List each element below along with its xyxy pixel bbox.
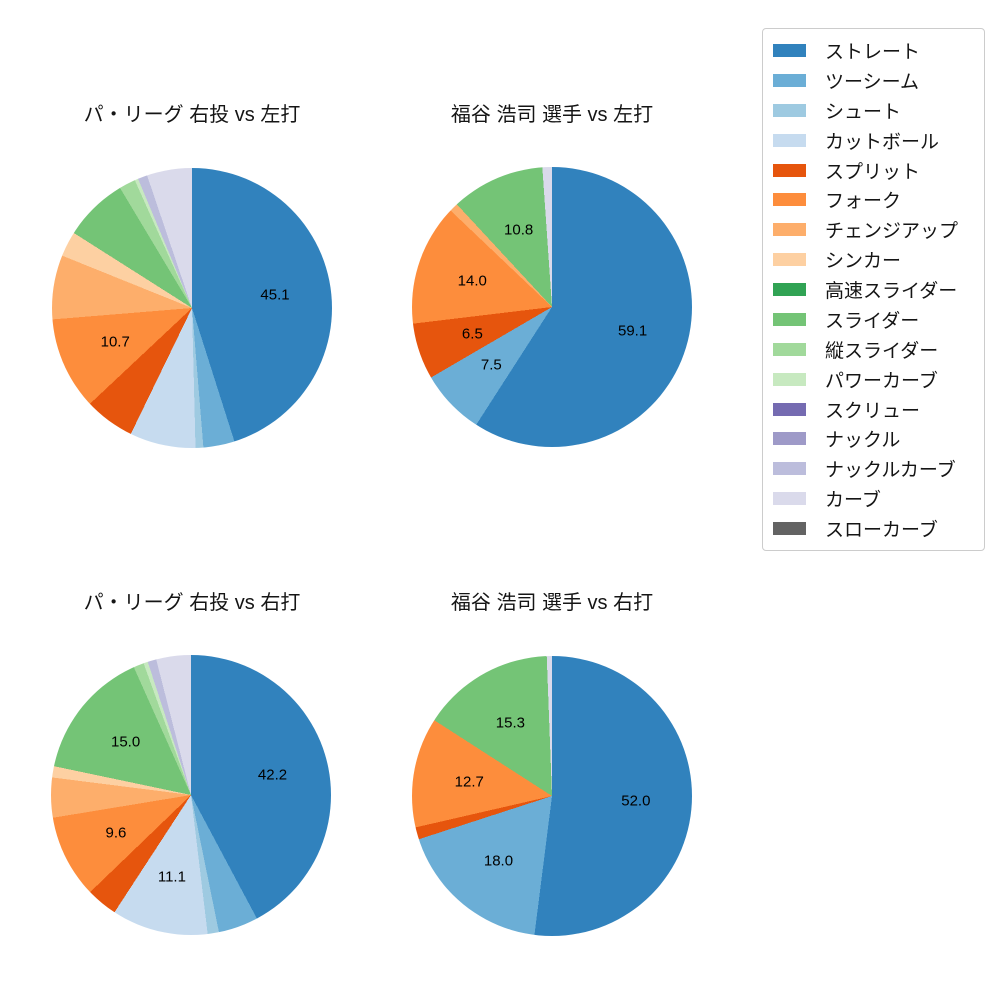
legend-item-label: ストレート [825, 42, 921, 63]
legend-item-label: スライダー [825, 310, 920, 332]
pie-fukutani-vs-righty [412, 656, 692, 936]
legend-swatch [773, 223, 806, 237]
legend-list: ストレートツーシームシュートカットボール スプリットフォークチェンジアップ シンカー… [763, 36, 984, 543]
pie-pa-league-vs-lefty [52, 168, 332, 448]
pie-chart-pa-league-vs-lefty: パ・リーグ 右投 vs 左打 45.1 10.7 [52, 104, 332, 448]
legend-swatch [773, 312, 806, 326]
legend-item-label: カーブ [825, 490, 881, 512]
legend-item: スローカーブ [763, 514, 984, 543]
legend-swatch [773, 103, 806, 117]
legend-item-label: フォーク [825, 191, 902, 213]
pie-chart-pa-league-vs-righty: パ・リーグ 右投 vs 右打 42.2 11.1 9.6 15.0 [51, 592, 331, 935]
legend-item-label: スローカーブ [825, 520, 938, 541]
legend-item-label: ナックルカーブ [825, 460, 956, 482]
legend-item-label: カットボール [825, 131, 940, 153]
legend-swatch [773, 133, 806, 147]
legend-item: ナックルカーブ [763, 454, 984, 483]
legend-item: フォーク [763, 185, 984, 214]
legend-item: スライダー [763, 305, 984, 334]
legend-item-label: スクリュー [825, 400, 921, 422]
legend-item: 高速スライダー [763, 275, 984, 304]
legend: ストレートツーシームシュートカットボール スプリットフォークチェンジアップ シンカー… [762, 28, 985, 551]
pie-fukutani-vs-lefty [412, 167, 692, 447]
legend-swatch [773, 402, 806, 416]
legend-swatch [773, 163, 806, 177]
chart-title-pa-league-vs-righty: パ・リーグ 右投 vs 右打 [83, 592, 301, 614]
legend-item: カーブ [763, 484, 984, 513]
legend-swatch [773, 44, 806, 57]
legend-item-label: 縦スライダー [825, 340, 939, 362]
legend-item: パワーカーブ [763, 365, 984, 394]
legend-swatch [773, 342, 806, 356]
legend-item: ストレート [763, 36, 984, 65]
chart-title-pa-league-vs-lefty: パ・リーグ 右投 vs 左打 [83, 104, 301, 126]
legend-item: スクリュー [763, 395, 984, 424]
pie-chart-fukutani-vs-righty: 福谷 浩司 選手 vs 右打 52.0 18.0 12.7 15.3 [412, 592, 692, 936]
legend-item-label: チェンジアップ [825, 221, 959, 243]
legend-item-label: ツーシーム [825, 71, 920, 93]
pie-chart-fukutani-vs-lefty: 福谷 浩司 選手 vs 左打 59.1 7.5 6.5 14.0 10.8 [412, 104, 692, 447]
legend-item-label: ナックル [825, 430, 901, 452]
legend-item-label: スプリット [825, 161, 921, 183]
legend-swatch [773, 432, 806, 446]
legend-swatch [773, 73, 806, 87]
legend-swatch [773, 522, 806, 535]
legend-swatch [773, 462, 806, 476]
pie-pa-league-vs-righty [51, 655, 331, 935]
legend-item: ツーシーム [763, 66, 984, 95]
chart-title-fukutani-vs-lefty: 福谷 浩司 選手 vs 左打 [450, 104, 654, 126]
legend-item-label: シンカー [825, 251, 902, 273]
legend-swatch [773, 283, 806, 296]
legend-swatch [773, 253, 806, 267]
legend-item: スプリット [763, 156, 984, 185]
legend-swatch [773, 193, 806, 207]
legend-item: シュート [763, 96, 984, 125]
legend-item-label: 高速スライダー [825, 281, 958, 302]
legend-item: ナックル [763, 424, 984, 453]
chart-title-fukutani-vs-righty: 福谷 浩司 選手 vs 右打 [450, 592, 654, 614]
legend-item-label: パワーカーブ [825, 370, 938, 392]
legend-item: 縦スライダー [763, 335, 984, 364]
legend-item: シンカー [763, 245, 984, 274]
legend-swatch [773, 492, 806, 506]
legend-item: カットボール [763, 126, 984, 155]
legend-item-label: シュート [825, 101, 902, 123]
legend-item: チェンジアップ [763, 215, 984, 244]
legend-swatch [773, 372, 806, 386]
